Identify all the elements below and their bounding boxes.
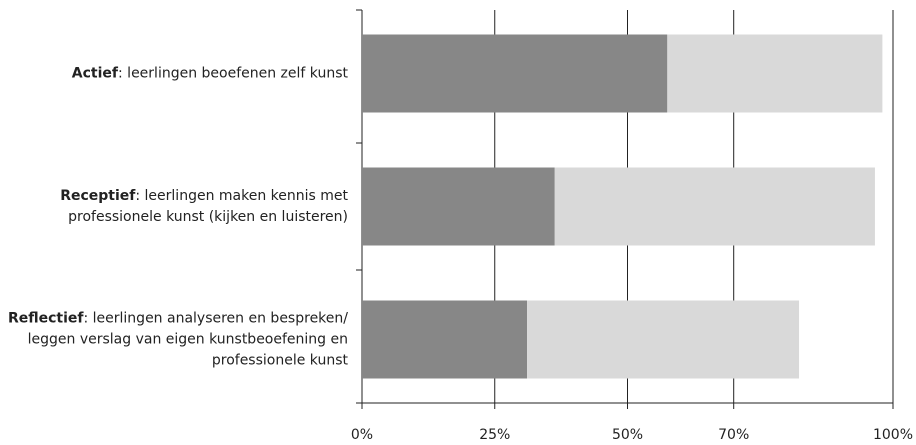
category-label: Actief: leerlingen beoefenen zelf kunst — [71, 65, 348, 81]
x-tick-label: 0% — [351, 427, 373, 443]
bar-segment — [362, 167, 555, 246]
bar-segment — [527, 300, 800, 379]
category-label: Reflectief: leerlingen analyseren en bes… — [7, 310, 348, 368]
bar-segment — [554, 167, 875, 246]
x-tick-label: 50% — [612, 427, 643, 443]
category-label: Receptief: leerlingen maken kennis met p… — [60, 187, 348, 225]
x-tick-label: 25% — [479, 427, 510, 443]
bar-segment — [667, 34, 883, 113]
bar-segment — [362, 300, 528, 379]
bar-segment — [362, 34, 668, 113]
x-tick-label: 100% — [873, 427, 913, 443]
x-tick-label: 70% — [718, 427, 749, 443]
